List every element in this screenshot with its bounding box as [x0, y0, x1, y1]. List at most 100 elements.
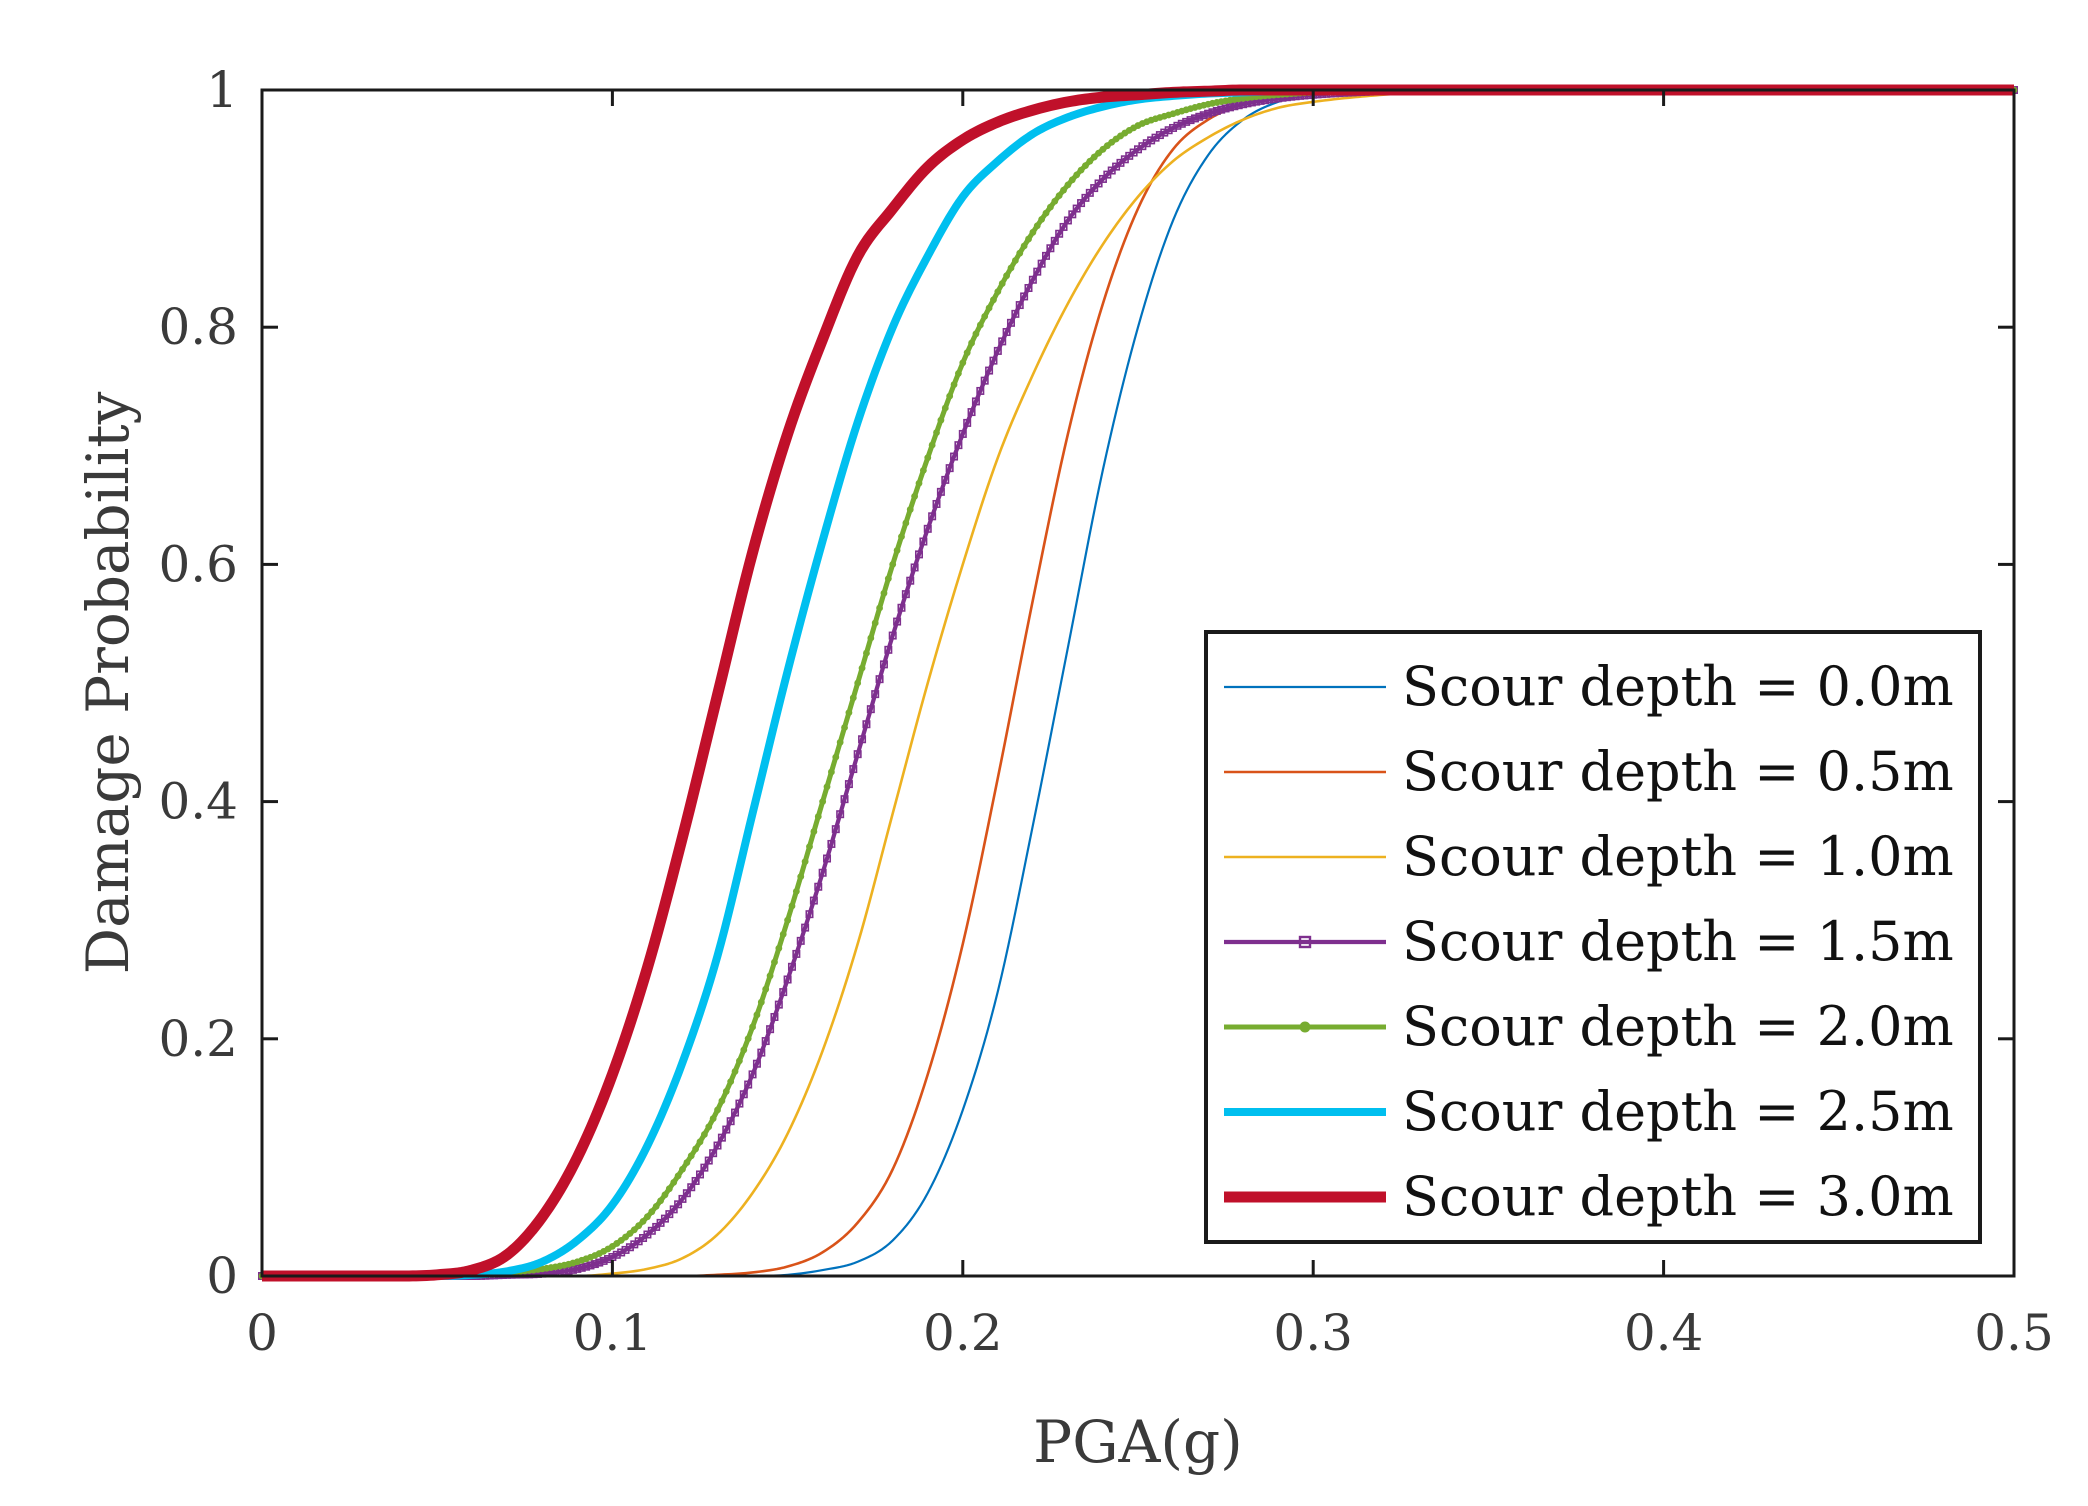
series-marker	[635, 1222, 643, 1230]
series-marker	[985, 366, 994, 375]
series-marker	[981, 312, 989, 320]
legend: Scour depth = 0.0m Scour depth = 0.5m Scou…	[1204, 630, 1982, 1244]
series-marker	[933, 429, 940, 436]
series-marker	[897, 603, 906, 612]
series-marker	[915, 479, 923, 487]
series-marker	[1047, 203, 1054, 211]
legend-marker	[1298, 935, 1312, 949]
legend-label-2: Scour depth = 1.0m	[1402, 825, 1954, 888]
series-marker	[669, 1205, 678, 1214]
series-marker	[910, 563, 919, 572]
series-marker	[700, 1163, 709, 1172]
series-marker	[718, 1097, 726, 1105]
series-marker	[1195, 112, 1204, 121]
series-marker	[863, 649, 870, 657]
series-marker	[801, 923, 810, 932]
series-marker	[568, 1265, 577, 1274]
series-marker	[866, 705, 875, 714]
series-marker	[972, 330, 980, 338]
series-marker	[705, 1123, 713, 1131]
series-marker	[1029, 228, 1037, 236]
series-marker	[884, 575, 892, 583]
series-marker	[770, 1012, 779, 1021]
series-marker	[971, 397, 980, 406]
series-marker	[612, 1250, 621, 1259]
series-marker	[1063, 216, 1072, 225]
series-marker	[814, 813, 822, 820]
series-marker	[893, 617, 902, 626]
series-marker	[1103, 170, 1112, 179]
series-marker	[1033, 222, 1041, 230]
series-marker	[797, 873, 805, 880]
series-marker	[879, 660, 888, 669]
series-marker	[1060, 186, 1067, 194]
series-marker	[1024, 284, 1033, 293]
series-marker	[1055, 229, 1064, 238]
series-marker	[787, 962, 796, 971]
y-tick-label: 1	[206, 61, 238, 119]
series-marker	[911, 492, 919, 500]
tick-labels: 0 0.1 0.2 0.3 0.4 0.5 0 0.2 0.4 0.6 0.8 1	[158, 61, 2053, 1362]
series-marker	[779, 988, 788, 997]
series-marker	[954, 441, 963, 450]
series-marker	[950, 381, 958, 388]
series-marker	[687, 1152, 695, 1160]
series-marker	[858, 735, 867, 744]
series-marker	[749, 1023, 756, 1031]
series-marker	[783, 975, 792, 984]
series-marker	[1204, 109, 1213, 118]
series-marker	[1050, 236, 1059, 245]
y-tick-label: 0.8	[158, 298, 238, 356]
series-marker	[704, 1156, 713, 1165]
series-marker	[1230, 102, 1239, 111]
series-marker	[660, 1214, 669, 1223]
series-marker	[1086, 157, 1094, 165]
series-marker	[836, 738, 844, 746]
series-marker	[1173, 121, 1182, 130]
series-marker	[1059, 222, 1068, 231]
series-marker	[1098, 174, 1107, 183]
series-marker	[941, 404, 949, 412]
series-marker	[1037, 259, 1046, 268]
series-marker	[744, 1080, 753, 1089]
series-marker	[735, 1099, 744, 1108]
series-marker	[832, 753, 840, 761]
x-tick-label: 0	[246, 1304, 278, 1362]
axes-box	[260, 88, 2016, 1278]
series-marker	[757, 998, 765, 1006]
series-marker	[849, 765, 858, 774]
series-marker	[968, 339, 975, 347]
series-marker	[679, 1165, 686, 1173]
series-marker	[1186, 116, 1195, 125]
series-marker	[665, 1210, 674, 1219]
series-marker	[853, 750, 862, 759]
series-marker	[1068, 210, 1077, 219]
series-marker	[950, 452, 959, 461]
series-marker	[1082, 162, 1089, 170]
series-marker	[752, 1059, 761, 1068]
series-marker	[884, 645, 893, 654]
series-marker	[792, 887, 800, 895]
series-marker	[630, 1226, 638, 1234]
series-marker	[1011, 309, 1020, 318]
series-marker	[963, 349, 971, 357]
legend-label-6: Scour depth = 3.0m	[1402, 1165, 1954, 1228]
series-marker	[823, 854, 832, 863]
x-tick-label: 0.4	[1624, 1304, 1704, 1362]
series-marker	[604, 1255, 613, 1264]
series-marker	[980, 376, 989, 385]
series-marker	[919, 466, 927, 474]
series-marker	[722, 1088, 730, 1095]
series-marker	[875, 675, 884, 684]
series-marker	[958, 429, 967, 438]
series-marker	[1033, 267, 1042, 276]
series-marker	[871, 690, 880, 699]
series-marker	[1002, 328, 1011, 337]
series-marker	[1221, 104, 1230, 113]
series-marker	[687, 1183, 696, 1192]
series-marker	[644, 1213, 651, 1221]
series-marker	[1077, 199, 1086, 208]
series-marker	[1006, 318, 1015, 327]
series-marker	[1051, 197, 1059, 205]
series-marker	[1090, 153, 1098, 161]
